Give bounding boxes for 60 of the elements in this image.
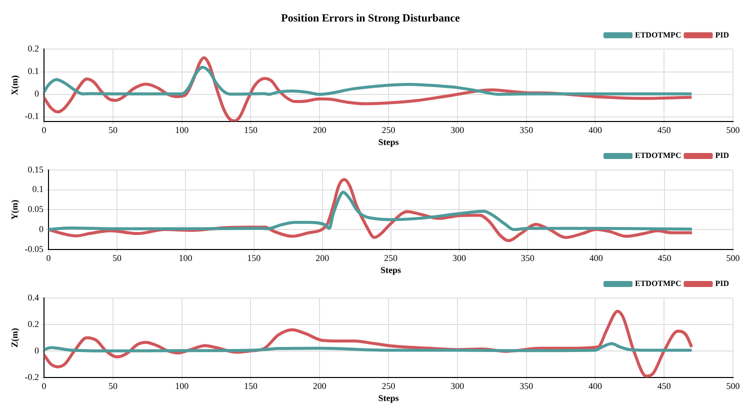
y-tick-label: 0 bbox=[34, 345, 40, 356]
x-tick-label: 350 bbox=[520, 253, 535, 264]
y-axis-title: Y(m) bbox=[10, 200, 20, 220]
x-tick-label: 250 bbox=[384, 253, 398, 264]
x-tick-label: 200 bbox=[316, 253, 330, 264]
x-tick-label: 50 bbox=[112, 253, 122, 264]
x-tick-label: 50 bbox=[108, 381, 118, 392]
y-tick-label: 0.2 bbox=[28, 318, 40, 329]
x-tick-label: 450 bbox=[657, 125, 672, 136]
x-tick-label: 200 bbox=[312, 381, 327, 392]
x-tick-label: 450 bbox=[657, 381, 672, 392]
legend-label: ETDOTMPC bbox=[635, 30, 682, 40]
y-tick-label: 0.1 bbox=[32, 184, 44, 194]
line-series bbox=[44, 342, 694, 352]
x-tick-label: 150 bbox=[244, 381, 258, 392]
line-series bbox=[44, 66, 694, 96]
x-tick-label: 500 bbox=[726, 253, 740, 264]
x-tick-label: 100 bbox=[175, 381, 190, 392]
legend-label: ETDOTMPC bbox=[635, 279, 682, 288]
x-tick-label: 300 bbox=[452, 253, 466, 264]
legend-label: PID bbox=[715, 151, 730, 160]
y-tick-label: 0.05 bbox=[28, 204, 44, 214]
x-tick-label: 0 bbox=[46, 253, 52, 264]
x-axis-title: Steps bbox=[378, 136, 400, 147]
y-tick-label: 0.4 bbox=[28, 292, 40, 302]
y-tick-label: -0.2 bbox=[24, 372, 40, 382]
x-tick-label: 500 bbox=[726, 125, 740, 136]
x-tick-label: 200 bbox=[312, 125, 327, 136]
x-tick-label: 150 bbox=[244, 125, 258, 136]
legend-label: PID bbox=[715, 279, 730, 288]
y-axis-title: X(m) bbox=[10, 75, 20, 96]
x-tick-label: 300 bbox=[450, 125, 465, 136]
legend-label: ETDOTMPC bbox=[635, 151, 682, 160]
y-axis-title: Z(m) bbox=[10, 328, 20, 348]
x-tick-label: 250 bbox=[382, 381, 396, 392]
x-tick-label: 50 bbox=[108, 125, 118, 136]
x-tick-label: 400 bbox=[589, 253, 604, 264]
y-tick-label: 0 bbox=[34, 88, 40, 99]
legend-label: PID bbox=[715, 30, 730, 40]
x-tick-label: 450 bbox=[658, 253, 672, 264]
y-tick-label: 0.15 bbox=[28, 164, 44, 174]
x-tick-label: 300 bbox=[450, 381, 465, 392]
x-tick-label: 350 bbox=[520, 381, 534, 392]
x-tick-label: 500 bbox=[726, 381, 740, 392]
x-tick-label: 250 bbox=[382, 125, 396, 136]
x-tick-label: 100 bbox=[178, 253, 193, 264]
y-tick-label: -0.05 bbox=[24, 244, 44, 254]
x-tick-label: 400 bbox=[588, 125, 602, 136]
x-tick-label: 400 bbox=[588, 381, 602, 392]
x-tick-label: 150 bbox=[247, 253, 262, 264]
x-tick-label: 100 bbox=[175, 125, 190, 136]
y-tick-label: -0.1 bbox=[24, 111, 40, 122]
x-axis-title: Steps bbox=[380, 264, 402, 275]
x-tick-label: 350 bbox=[520, 125, 534, 136]
y-tick-label: 0.2 bbox=[28, 44, 40, 54]
chart-title: Position Errors in Strong Disturbance bbox=[281, 12, 460, 24]
y-tick-label: 0 bbox=[39, 224, 44, 234]
line-series bbox=[48, 190, 694, 232]
y-tick-label: 0.1 bbox=[28, 66, 40, 76]
x-axis-title: Steps bbox=[378, 392, 400, 403]
